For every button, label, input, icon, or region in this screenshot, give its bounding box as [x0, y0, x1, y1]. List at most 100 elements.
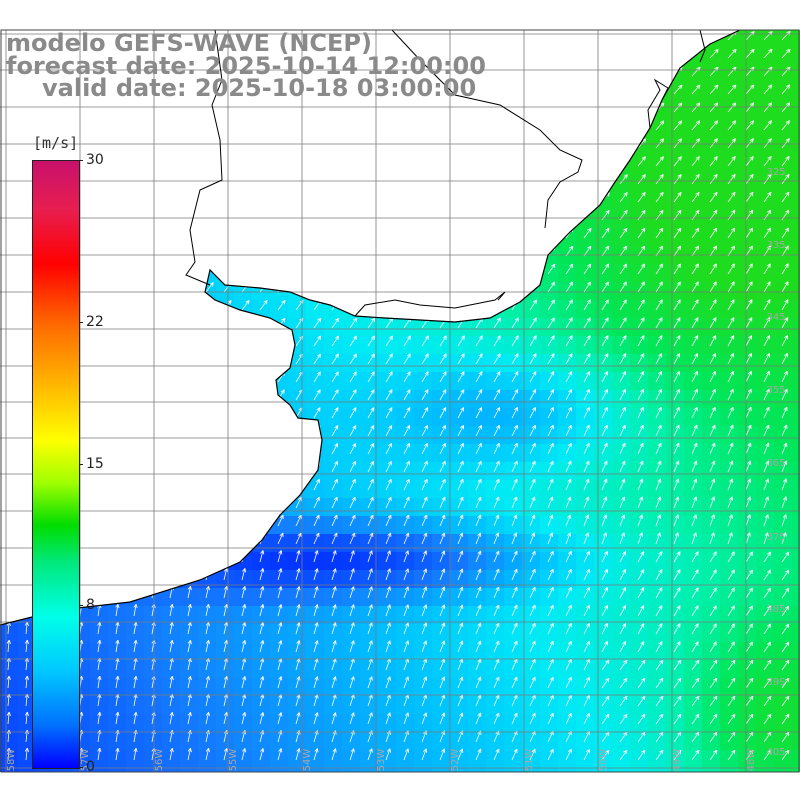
- sea-cell: [594, 408, 613, 427]
- sea-cell: [540, 390, 559, 409]
- wind-arrow: [349, 156, 359, 167]
- wind-arrow: [637, 569, 645, 581]
- wind-arrow: [745, 514, 751, 527]
- sea-cell: [792, 750, 800, 769]
- sea-cell: [144, 624, 163, 643]
- sea-cell: [144, 606, 163, 625]
- sea-cell: [612, 120, 631, 139]
- wind-arrow: [637, 659, 646, 671]
- wind-arrow: [673, 641, 681, 653]
- sea-cell: [738, 372, 757, 391]
- wind-arrow: [385, 263, 394, 275]
- sea-cell: [108, 120, 127, 139]
- wind-arrow: [115, 549, 120, 563]
- sea-cell: [630, 426, 649, 445]
- sea-cell: [234, 696, 253, 715]
- sea-cell: [144, 426, 163, 445]
- wind-arrow: [367, 120, 377, 131]
- sea-cell: [792, 498, 800, 517]
- sea-cell: [756, 696, 775, 715]
- wind-arrow: [277, 640, 283, 653]
- wind-arrow: [385, 103, 395, 113]
- latitude-label: 325: [766, 167, 785, 178]
- sea-cell: [414, 588, 433, 607]
- wind-arrow: [133, 407, 141, 419]
- sea-cell: [360, 696, 379, 715]
- wind-arrow: [727, 623, 735, 635]
- sea-cell: [468, 624, 487, 643]
- wind-arrow: [529, 550, 536, 563]
- sea-cell: [522, 732, 541, 751]
- sea-cell: [450, 336, 469, 355]
- sea-cell: [558, 552, 577, 571]
- sea-cell: [666, 750, 685, 769]
- wind-arrow: [367, 192, 377, 203]
- wind-arrow: [115, 121, 126, 131]
- wind-arrow: [421, 120, 431, 131]
- wind-arrow: [277, 586, 283, 599]
- sea-cell: [288, 660, 307, 679]
- wind-arrow: [313, 335, 322, 347]
- wind-arrow: [151, 443, 159, 455]
- wind-arrow: [295, 192, 305, 203]
- wind-arrow: [547, 658, 554, 671]
- wind-arrow: [475, 245, 484, 257]
- sea-cell: [702, 210, 721, 229]
- wind-arrow: [475, 478, 482, 491]
- sea-cell: [342, 264, 361, 283]
- sea-cell: [90, 606, 109, 625]
- sea-cell: [432, 552, 451, 571]
- sea-cell: [432, 102, 451, 121]
- sea-cell: [126, 480, 145, 499]
- sea-cell: [144, 750, 163, 769]
- sea-cell: [126, 228, 145, 247]
- sea-cell: [558, 372, 577, 391]
- wind-arrow: [619, 120, 629, 131]
- wind-arrow: [673, 442, 680, 455]
- wind-arrow: [529, 389, 537, 401]
- sea-cell: [450, 30, 469, 49]
- sea-cell: [270, 354, 289, 373]
- wind-arrow: [277, 604, 283, 617]
- wind-arrow: [187, 604, 192, 617]
- wind-arrow: [169, 479, 177, 491]
- sea-cell: [270, 336, 289, 355]
- sea-cell: [180, 624, 199, 643]
- sea-cell: [756, 372, 775, 391]
- longitude-label: 49W: [672, 749, 683, 772]
- sea-cell: [612, 354, 631, 373]
- wind-arrow: [745, 299, 753, 311]
- sea-cell: [666, 336, 685, 355]
- wind-arrow: [277, 622, 283, 635]
- wind-arrow: [367, 103, 377, 113]
- sea-cell: [198, 138, 217, 157]
- wind-arrow: [637, 641, 645, 653]
- sea-cell: [180, 498, 199, 517]
- sea-cell: [414, 390, 433, 409]
- sea-cell: [234, 750, 253, 769]
- sea-cell: [252, 498, 271, 517]
- wind-arrow: [115, 567, 120, 581]
- sea-cell: [306, 354, 325, 373]
- sea-cell: [558, 750, 577, 769]
- wind-arrow: [529, 263, 538, 275]
- sea-cell: [558, 732, 577, 751]
- sea-cell: [162, 552, 181, 571]
- sea-cell: [666, 282, 685, 301]
- sea-cell: [378, 30, 397, 49]
- wind-arrow: [619, 496, 626, 509]
- sea-cell: [792, 66, 800, 85]
- wind-arrow: [151, 479, 159, 491]
- wind-arrow: [655, 317, 663, 329]
- sea-cell: [540, 444, 559, 463]
- wind-arrow: [421, 31, 432, 41]
- sea-cell: [774, 174, 793, 193]
- wind-arrow: [349, 514, 356, 527]
- sea-cell: [126, 570, 145, 589]
- wind-arrow: [331, 443, 339, 455]
- sea-cell: [612, 336, 631, 355]
- sea-cell: [252, 444, 271, 463]
- sea-cell: [432, 750, 451, 769]
- wind-arrow: [763, 496, 769, 509]
- wind-arrow: [241, 103, 252, 113]
